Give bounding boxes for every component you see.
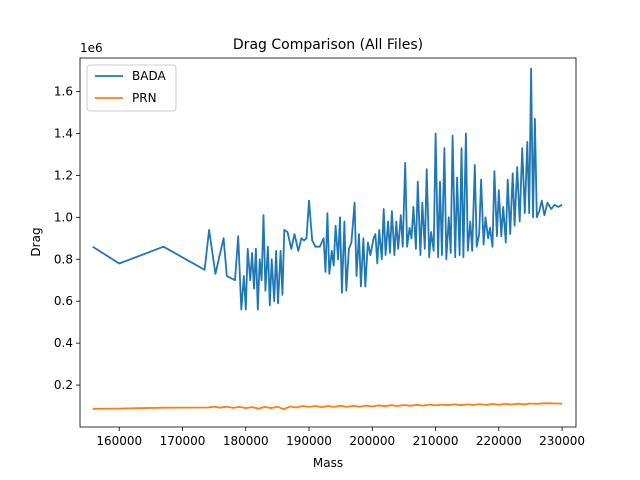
y-tick-label: 1.2 xyxy=(54,168,73,182)
legend-label-bada: BADA xyxy=(132,69,166,83)
y-tick-label: 0.6 xyxy=(54,294,73,308)
legend-label-prn: PRN xyxy=(132,91,157,105)
x-axis-label: Mass xyxy=(313,456,343,470)
x-tick-label: 210000 xyxy=(413,434,459,448)
axes-frame xyxy=(79,57,577,428)
y-tick-label: 0.8 xyxy=(54,252,73,266)
y-tick-label: 1.4 xyxy=(54,126,73,140)
y-tick-label: 1.6 xyxy=(54,85,73,99)
legend: BADA PRN xyxy=(86,64,177,112)
y-tick-label: 0.2 xyxy=(54,378,73,392)
y-offset-label: 1e6 xyxy=(80,41,103,55)
x-tick-label: 180000 xyxy=(223,434,269,448)
plot-area xyxy=(92,67,563,411)
series-line-bada xyxy=(92,67,563,311)
chart-title: Drag Comparison (All Files) xyxy=(233,37,423,53)
x-tick-label: 190000 xyxy=(286,434,332,448)
y-tick-label: 0.4 xyxy=(54,336,73,350)
x-tick-label: 200000 xyxy=(349,434,395,448)
x-tick-label: 230000 xyxy=(539,434,585,448)
x-tick-label: 170000 xyxy=(160,434,206,448)
x-tick-label: 220000 xyxy=(476,434,522,448)
series-line-prn xyxy=(92,402,563,411)
y-axis-label: Drag xyxy=(29,227,43,256)
y-tick-label: 1.0 xyxy=(54,210,73,224)
x-tick-label: 160000 xyxy=(96,434,142,448)
axis-ticks: 160000 170000 180000 190000 200000 210000 2200… xyxy=(54,85,585,448)
